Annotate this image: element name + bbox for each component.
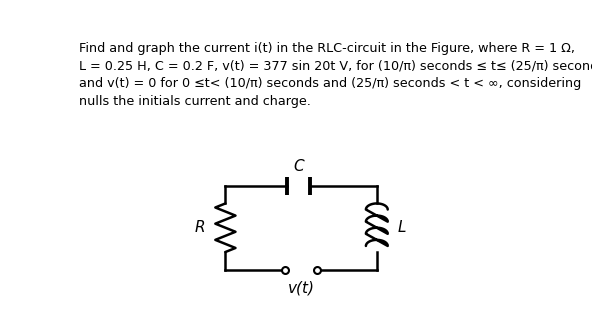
Text: R: R [195,220,205,235]
Text: L: L [398,220,406,235]
Text: Find and graph the current i(t) in the RLC-circuit in the Figure, where R = 1 Ω,: Find and graph the current i(t) in the R… [79,42,592,108]
Text: C: C [294,159,304,174]
Text: v(t): v(t) [288,280,314,295]
